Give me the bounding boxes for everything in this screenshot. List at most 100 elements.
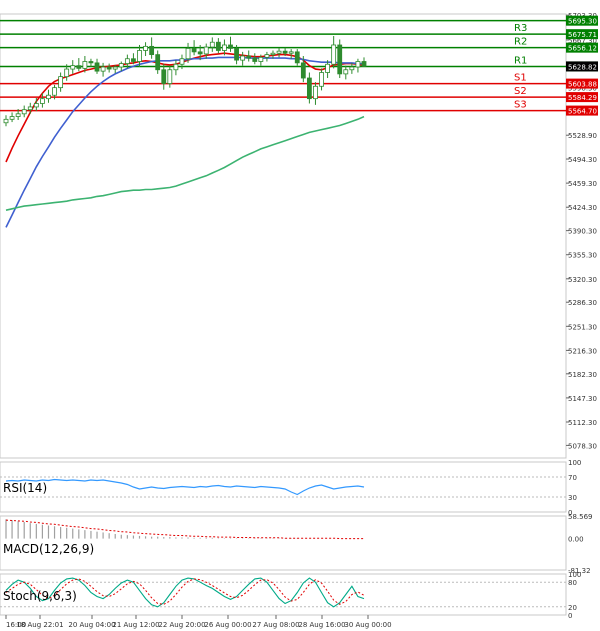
candle-body	[155, 54, 161, 71]
stoch-y-tick-label: 100	[568, 571, 581, 579]
rsi-line	[5, 478, 365, 496]
candle-body	[240, 55, 246, 61]
macd-y-tick-label: 58.569	[568, 513, 593, 521]
candle-body	[300, 62, 306, 79]
level-tag-r3	[566, 29, 598, 40]
time-axis-label: 20 Aug 04:00	[68, 621, 115, 629]
candle-body	[15, 113, 21, 117]
candle-body	[179, 58, 185, 65]
rsi-plot-frame	[0, 461, 567, 513]
time-axis-label: 18 Aug 22:01	[16, 621, 63, 629]
candle-body	[276, 50, 282, 54]
top-resistance-value: 5695.30	[568, 18, 597, 26]
candle-body	[118, 63, 124, 68]
level-label-s1: S1	[514, 73, 527, 84]
rsi-y-tick-label: 0	[568, 509, 572, 517]
candle-body	[252, 57, 258, 62]
candle-body	[355, 61, 361, 68]
macd-title: MACD(12,26,9)	[3, 542, 94, 556]
price-y-tick-label: 5424.30	[568, 204, 597, 212]
candle-body	[361, 61, 367, 67]
level-tag-s2	[566, 92, 598, 103]
candle-body	[131, 58, 136, 62]
level-tag-r2	[566, 42, 598, 53]
candle-body	[313, 85, 318, 100]
price-y-tick-label: 5286.30	[568, 299, 597, 307]
level-label-r1: R1	[514, 55, 527, 66]
rsi-y-tick-label: 70	[568, 474, 577, 482]
candle-body	[264, 54, 270, 58]
candle-body	[21, 109, 27, 115]
candle-body	[52, 87, 57, 96]
candle-body	[149, 45, 155, 56]
last-price-value: 5628.82	[568, 63, 597, 71]
price-y-tick-label: 5216.30	[568, 347, 597, 355]
candle-body	[124, 58, 130, 64]
candle-body	[282, 50, 288, 54]
price-y-tick-label: 5390.30	[568, 228, 597, 236]
candle-body	[143, 45, 148, 51]
candle-body	[228, 44, 233, 49]
time-axis-label: 22 Aug 20:00	[158, 621, 205, 629]
macd-y-tick-label: -81.32	[568, 567, 591, 575]
candle-body	[94, 62, 100, 72]
candle-body	[76, 65, 82, 69]
level-label-r2: R2	[514, 37, 527, 48]
candle-body	[173, 63, 179, 71]
price-y-tick-label: 5528.90	[568, 132, 597, 140]
time-axis-label: 16:00	[6, 621, 26, 629]
candle-body	[319, 72, 324, 87]
price-y-tick-label: 5494.30	[568, 156, 597, 164]
candle-body	[343, 69, 349, 75]
candle-body	[27, 106, 33, 111]
candle-body	[288, 51, 294, 54]
candle-body	[203, 46, 209, 55]
candle-body	[191, 48, 197, 53]
candle-body	[294, 51, 300, 64]
time-axis-label: 21 Aug 12:00	[112, 621, 159, 629]
price-y-tick-label: 5112.30	[568, 419, 597, 427]
macd-panel: 58.569 0.00 -81.32 MACD(12,26,9)	[0, 513, 593, 575]
price-panel: 5703.305667.305633.005598.305528.905494.…	[0, 12, 598, 459]
time-axis-label: 28 Aug 16:00	[298, 621, 345, 629]
level-value-s3: 5564.70	[568, 108, 597, 116]
price-y-tick-label: 5355.30	[568, 252, 597, 260]
level-tag-s3	[566, 105, 598, 116]
candle-body	[33, 103, 39, 108]
candle-body	[234, 48, 239, 61]
candle-body	[325, 63, 330, 73]
time-axis-label: 26 Aug 00:00	[204, 621, 251, 629]
rsi-y-tick-label: 30	[568, 494, 577, 502]
candle-body	[161, 69, 167, 84]
candle-body	[106, 66, 112, 70]
candle-body	[270, 52, 276, 56]
candle-body	[137, 50, 142, 62]
candle-body	[331, 44, 337, 65]
level-label-s2: S2	[514, 86, 527, 97]
price-y-tick-label: 5078.30	[568, 442, 597, 450]
price-y-tick-label: 5251.30	[568, 323, 597, 331]
price-plot-frame	[0, 13, 567, 459]
price-y-tick-label: 5182.30	[568, 371, 597, 379]
level-value-s1: 5603.88	[568, 81, 597, 89]
candle-body	[9, 116, 15, 120]
stoch-title: Stoch(9,6,3)	[3, 589, 77, 603]
time-axis-label: 27 Aug 08:00	[252, 621, 299, 629]
ma-line-sma_mid	[5, 56, 364, 228]
last-price-tag	[566, 61, 598, 72]
candle-body	[64, 68, 70, 78]
candle-body	[215, 41, 221, 51]
candle-body	[197, 51, 203, 55]
candle-body	[337, 44, 343, 75]
level-label-s3: S3	[514, 100, 527, 111]
level-tag-s1	[566, 78, 598, 89]
candle-body	[167, 69, 173, 84]
stoch-y-tick-label: 20	[568, 604, 577, 612]
level-value-r2: 5656.12	[568, 45, 597, 53]
level-label-r3: R3	[514, 23, 527, 34]
price-y-tick-label: 5667.30	[568, 37, 597, 45]
candle-body	[88, 61, 94, 64]
stoch-y-tick-label: 80	[568, 579, 577, 587]
